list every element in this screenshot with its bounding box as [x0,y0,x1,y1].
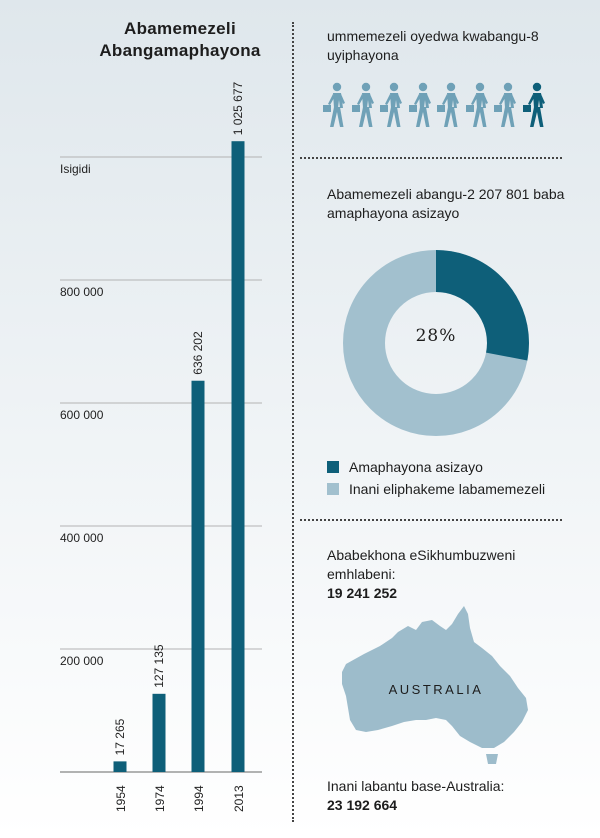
donut-percent: 28% [415,326,457,346]
donut-slice-auxiliary [343,250,529,436]
map-label: AUSTRALIA [388,682,484,697]
chart-title: Abamemezeli Abangamaphayona [60,18,300,62]
bar [231,141,245,773]
chart-title-line-1: Abamemezeli [124,19,236,38]
x-tick-label: 1974 [153,785,167,812]
donut-svg [343,250,529,436]
bar-value-label: 17 265 [113,718,127,755]
population-number: 23 192 664 [327,797,398,813]
y-tick-label: 200 000 [60,654,104,668]
walking-person-icon [323,82,345,127]
tasmania [486,754,498,764]
x-tick-label: 2013 [232,785,246,812]
chart-title-line-2: Abangamaphayona [99,41,261,60]
x-tick-label: 1994 [192,785,206,812]
x-tick-label: 1954 [114,785,128,812]
australia-map: AUSTRALIA [336,602,536,768]
y-tick-label: 400 000 [60,531,104,545]
y-tick-label: 800 000 [60,285,104,299]
y-axis-label: Isigidi [60,162,91,176]
memorial-line-1: Ababekhona eSikhumbuzweni [327,547,516,563]
legend-item-peak: Inani eliphakeme labamemezeli [327,478,587,500]
donut-heading: Abamemezeli abangu-2 207 801 baba amapha… [327,186,565,221]
memorial-number: 19 241 252 [327,585,398,601]
walking-person-icon-highlight [522,82,545,127]
walking-person-icon [437,82,459,127]
donut-chart: 28% [336,250,536,440]
bar-value-label: 127 135 [152,644,166,688]
legend-item-auxiliary: Amaphayona asizayo [327,456,587,478]
divider-1 [300,157,562,159]
walking-person-icon [408,82,431,127]
legend-label-auxiliary: Amaphayona asizayo [349,459,483,475]
donut-legend: Amaphayona asizayo Inani eliphakeme laba… [327,456,587,500]
legend-swatch-dark [327,461,339,473]
legend-swatch-light [327,483,339,495]
bar-value-label: 636 202 [191,331,205,375]
people-icons [322,82,552,130]
bar [191,380,205,772]
vertical-divider [292,22,294,822]
bar-chart: 200 000 400 000 600 000 800 000 Isigidi 17 26… [60,81,262,812]
bar [152,693,166,772]
bar-value-label: 1 025 677 [231,81,245,135]
population-block: Inani labantu base-Australia: 23 192 664 [327,777,587,815]
australia-map-shape [342,606,528,764]
pioneer-ratio-text: ummemezeli oyedwa kwabangu-8 uyiphayona [327,28,539,63]
walking-person-icon [351,82,374,127]
divider-2 [300,519,562,521]
y-tick-label: 600 000 [60,408,104,422]
australia-mainland [342,606,528,748]
memorial-line-2: emhlabeni: [327,566,396,582]
walking-person-icon [465,82,488,127]
population-label: Inani labantu base-Australia: [327,778,505,794]
bar [113,761,127,772]
walking-person-icon [380,82,402,127]
memorial-block: Ababekhona eSikhumbuzweni emhlabeni: 19 … [327,546,587,603]
legend-label-peak: Inani eliphakeme labamemezeli [349,481,546,497]
walking-person-icon [494,82,516,127]
